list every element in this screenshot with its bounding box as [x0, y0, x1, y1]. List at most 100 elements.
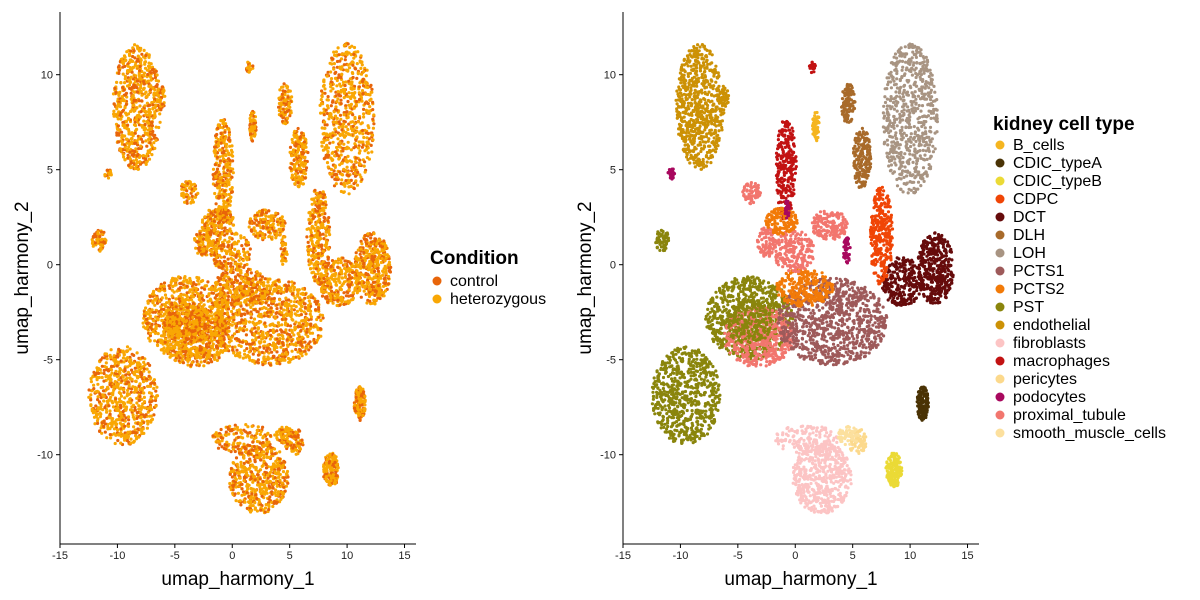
cell-point: [339, 189, 343, 194]
cell-point: [221, 340, 225, 344]
cell-point: [255, 451, 259, 455]
cell-point: [111, 391, 115, 395]
cell-point: [344, 106, 348, 110]
cell-point: [325, 74, 329, 78]
cell-point: [215, 345, 219, 349]
cell-point: [140, 52, 144, 56]
cell-point: [139, 46, 143, 50]
cell-point: [169, 280, 173, 285]
cell-point: [142, 71, 147, 75]
cell-point: [285, 305, 289, 309]
cell-point: [327, 153, 331, 157]
cell-point: [333, 114, 338, 118]
cell-point: [297, 428, 301, 432]
cell-point: [322, 80, 326, 84]
cell-point: [249, 509, 253, 513]
cell-point: [118, 397, 122, 401]
cell-point: [122, 88, 126, 92]
cell-point: [356, 146, 361, 150]
cell-point: [234, 324, 238, 328]
cell-point: [128, 142, 132, 146]
cell-point: [296, 355, 300, 359]
cell-point: [229, 291, 233, 295]
cell-point: [276, 321, 280, 325]
cell-point: [127, 117, 131, 121]
cell-point: [141, 380, 146, 384]
cell-point: [269, 310, 273, 314]
cell-point: [142, 128, 146, 132]
cell-point: [283, 283, 288, 287]
cell-point: [231, 294, 235, 299]
cell-point: [249, 435, 253, 439]
cell-point: [285, 287, 289, 291]
cell-point: [356, 120, 360, 124]
cell-point: [321, 148, 325, 152]
cell-point: [170, 294, 174, 298]
cell-point: [345, 165, 349, 169]
cell-point: [273, 470, 277, 474]
cell-point: [233, 449, 237, 454]
cell-point: [121, 375, 125, 379]
cell-point: [337, 73, 341, 77]
cell-point: [237, 481, 241, 485]
cell-point: [259, 441, 263, 445]
cell-point: [95, 389, 99, 393]
cell-point: [254, 290, 258, 294]
cell-point: [286, 481, 290, 485]
cell-point: [124, 58, 128, 63]
cell-point: [137, 375, 141, 379]
cell-point: [256, 353, 261, 357]
cell-point: [340, 89, 344, 93]
cell-point: [146, 79, 150, 83]
cell-point: [265, 437, 269, 441]
cell-point: [124, 382, 128, 386]
cell-point: [189, 351, 193, 355]
cell-point: [132, 372, 136, 376]
cell-point: [138, 115, 143, 119]
cell-point: [124, 408, 128, 412]
cell-point: [159, 348, 163, 352]
cell-point: [243, 276, 247, 280]
cell-point: [230, 316, 234, 320]
cell-point: [266, 346, 270, 350]
cell-point: [264, 324, 268, 328]
cell-point: [275, 481, 279, 485]
cell-point: [335, 145, 339, 150]
cell-point: [262, 340, 267, 344]
cell-point: [278, 337, 282, 341]
cell-point: [352, 165, 356, 169]
cell-point: [322, 126, 326, 130]
cell-point: [242, 442, 246, 446]
cell-point: [236, 491, 240, 495]
cell-point: [294, 320, 298, 324]
cell-point: [126, 424, 131, 428]
cell-point: [195, 275, 199, 280]
cell-point: [135, 114, 140, 118]
cell-point: [294, 347, 298, 352]
cell-point: [239, 460, 243, 464]
cell-point: [126, 356, 130, 360]
cell-point: [284, 301, 289, 305]
cell-point: [145, 317, 149, 321]
cell-point: [128, 157, 132, 161]
cell-point: [341, 158, 346, 162]
cell-point: [233, 438, 237, 442]
cell-point: [320, 144, 324, 148]
cell-point: [125, 345, 130, 349]
cell-point: [348, 62, 353, 66]
cell-point: [342, 119, 346, 123]
cell-point: [233, 302, 237, 306]
cell-point: [235, 471, 239, 475]
cell-point: [265, 310, 269, 314]
cell-point: [358, 158, 362, 162]
cell-point: [331, 57, 335, 61]
cell-point: [111, 421, 115, 425]
cell-point: [168, 286, 172, 290]
cell-point: [89, 404, 93, 408]
cell-point: [101, 385, 105, 389]
cell-point: [199, 279, 203, 284]
cell-point: [238, 499, 242, 503]
cell-point: [220, 298, 224, 302]
cell-point: [307, 303, 311, 307]
